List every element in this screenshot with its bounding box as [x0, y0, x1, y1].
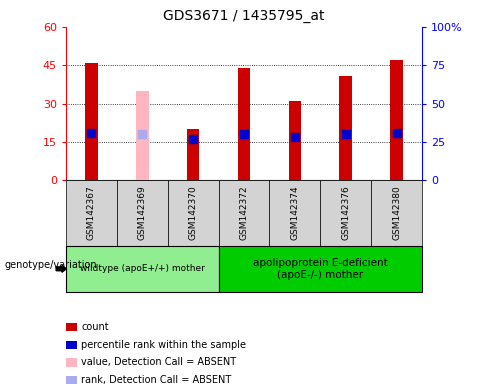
Point — [87, 130, 95, 136]
Text: percentile rank within the sample: percentile rank within the sample — [81, 340, 246, 350]
Point — [291, 134, 299, 141]
Text: GSM142380: GSM142380 — [392, 186, 401, 240]
Text: GSM142370: GSM142370 — [188, 186, 198, 240]
Text: apolipoprotein E-deficient
(apoE-/-) mother: apolipoprotein E-deficient (apoE-/-) mot… — [253, 258, 387, 280]
Text: genotype/variation: genotype/variation — [5, 260, 98, 270]
Text: rank, Detection Call = ABSENT: rank, Detection Call = ABSENT — [81, 375, 232, 384]
Bar — [238, 68, 250, 180]
Text: GSM142367: GSM142367 — [87, 186, 96, 240]
Point — [189, 136, 197, 142]
Bar — [85, 63, 98, 180]
Title: GDS3671 / 1435795_at: GDS3671 / 1435795_at — [163, 9, 325, 23]
Point — [240, 131, 248, 137]
Text: GSM142374: GSM142374 — [290, 186, 300, 240]
Bar — [340, 76, 352, 180]
Bar — [390, 60, 403, 180]
Bar — [187, 129, 200, 180]
Text: value, Detection Call = ABSENT: value, Detection Call = ABSENT — [81, 358, 237, 367]
Text: GSM142369: GSM142369 — [138, 186, 147, 240]
Text: wildtype (apoE+/+) mother: wildtype (apoE+/+) mother — [80, 264, 204, 273]
Point — [393, 130, 401, 136]
Bar — [288, 101, 301, 180]
Text: GSM142376: GSM142376 — [341, 186, 350, 240]
Point — [342, 131, 350, 137]
Text: GSM142372: GSM142372 — [240, 186, 248, 240]
Bar — [136, 91, 148, 180]
Point — [138, 131, 146, 137]
Text: count: count — [81, 322, 109, 332]
